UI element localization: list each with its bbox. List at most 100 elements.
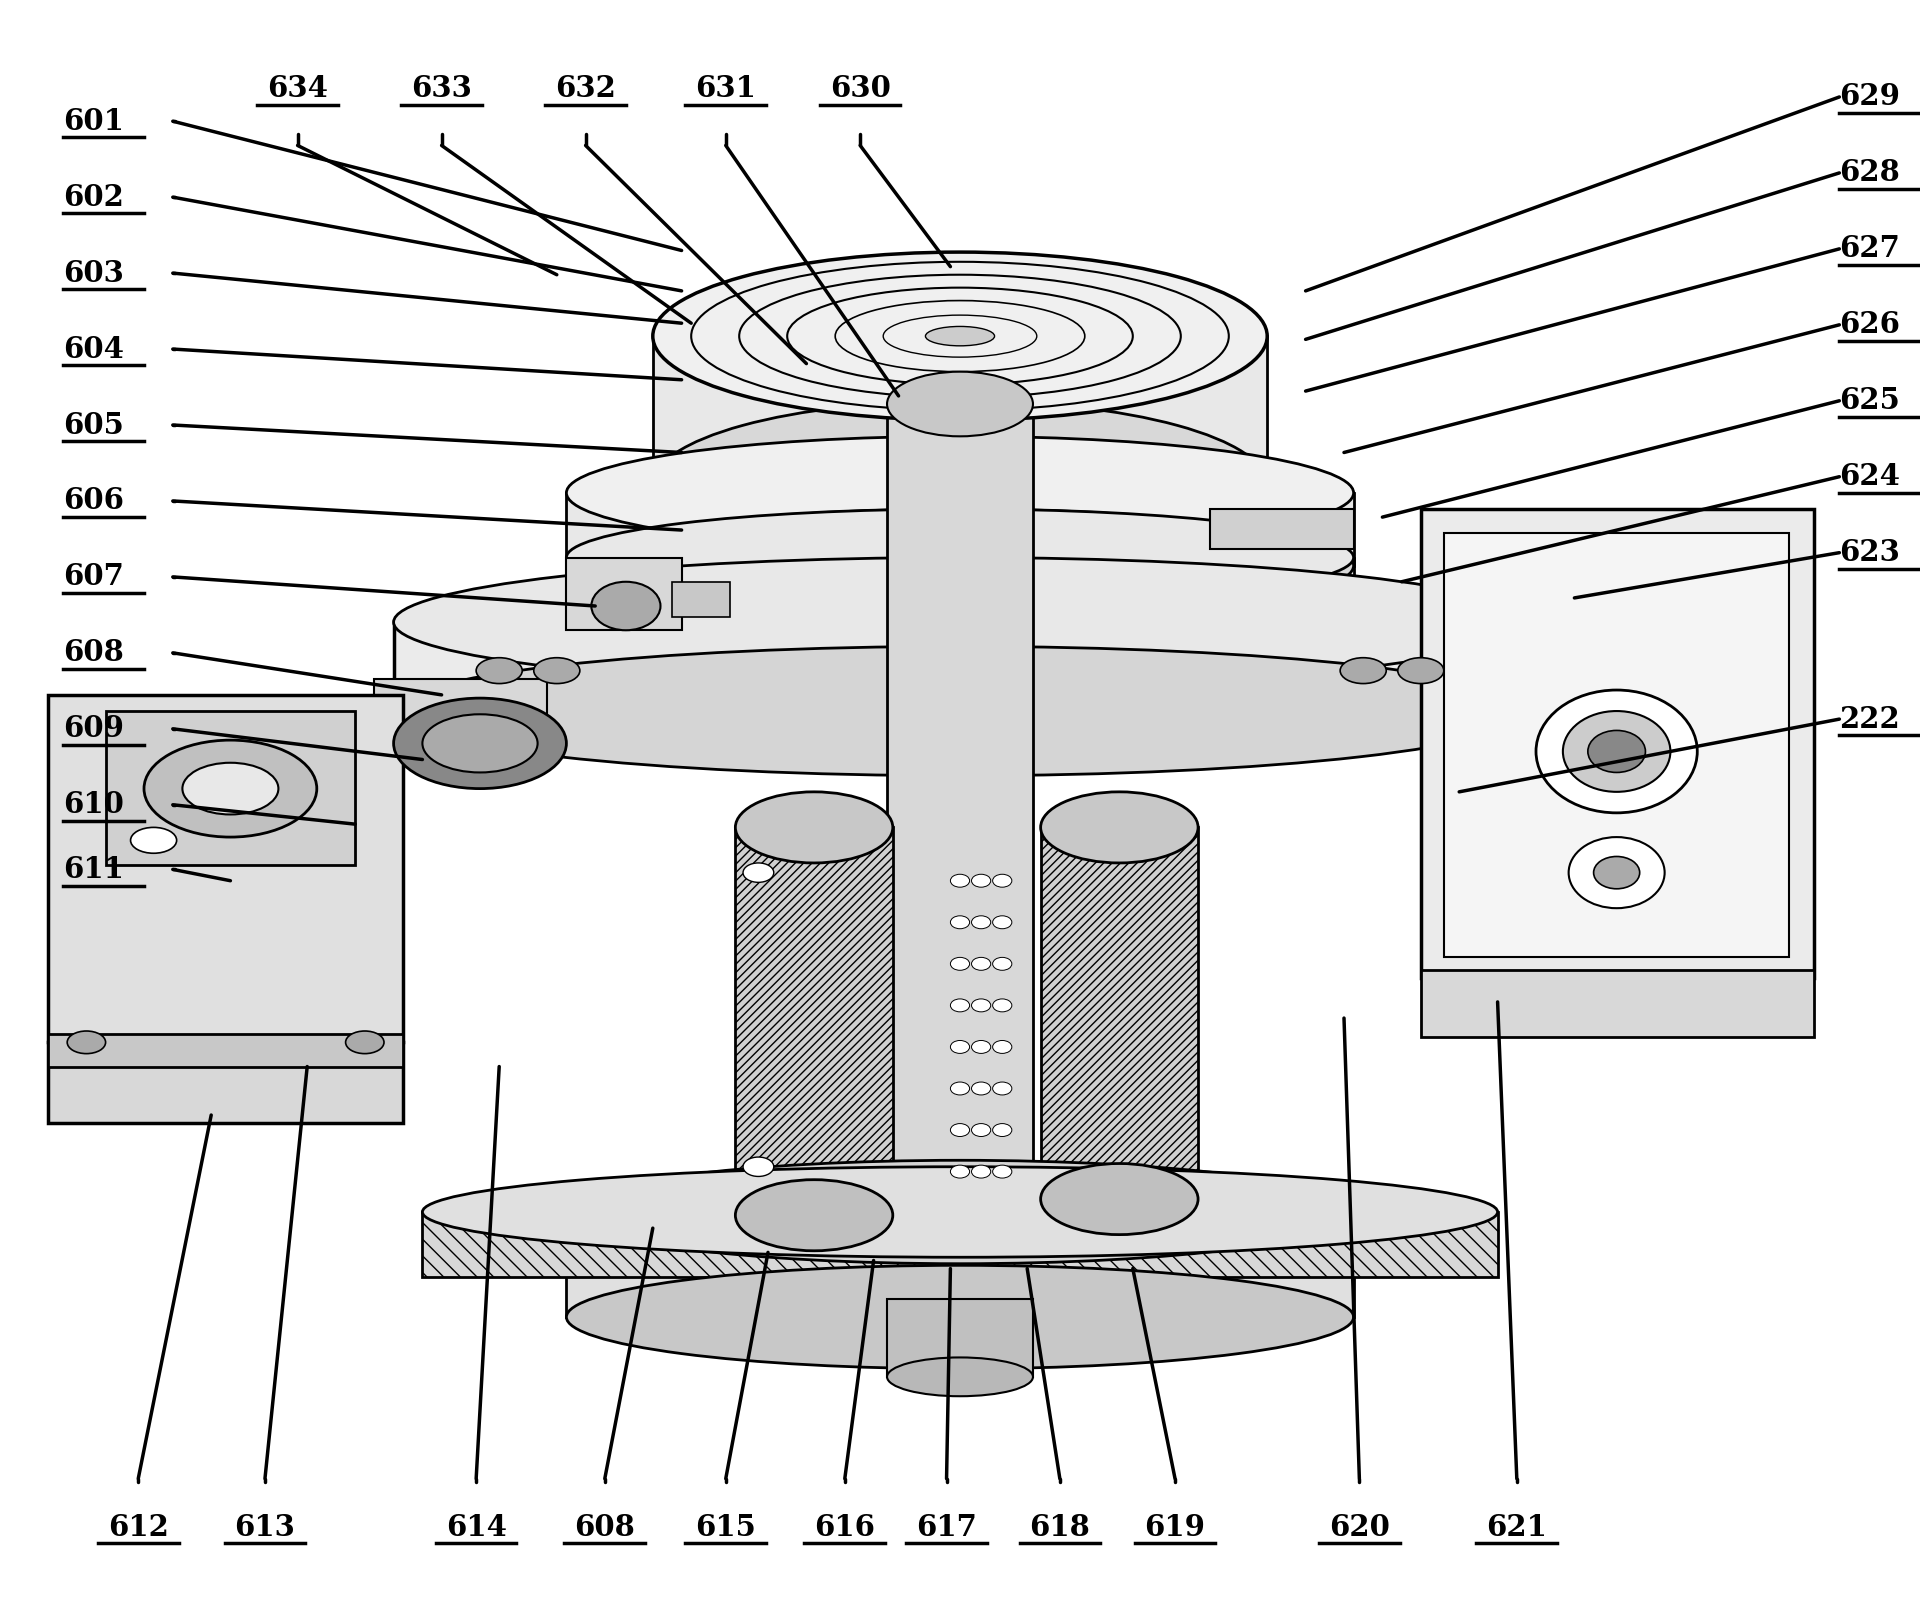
Bar — [887, 404, 1033, 1309]
Text: 619: 619 — [1144, 1513, 1206, 1542]
Ellipse shape — [743, 1157, 774, 1176]
Ellipse shape — [993, 999, 1012, 1012]
Ellipse shape — [534, 658, 580, 684]
Ellipse shape — [950, 999, 970, 1012]
Text: 608: 608 — [574, 1513, 636, 1542]
Text: 615: 615 — [695, 1513, 756, 1542]
Ellipse shape — [566, 436, 1354, 549]
Ellipse shape — [993, 1083, 1012, 1096]
Text: 633: 633 — [411, 74, 472, 103]
Ellipse shape — [993, 957, 1012, 970]
Text: 628: 628 — [1839, 158, 1901, 187]
Ellipse shape — [972, 957, 991, 970]
Text: 630: 630 — [829, 74, 891, 103]
Ellipse shape — [887, 372, 1033, 436]
Ellipse shape — [131, 827, 177, 853]
Bar — [48, 1034, 403, 1067]
Text: 613: 613 — [234, 1513, 296, 1542]
Ellipse shape — [993, 916, 1012, 929]
Ellipse shape — [653, 401, 1267, 569]
Ellipse shape — [993, 1165, 1012, 1178]
Ellipse shape — [394, 646, 1526, 776]
Text: 629: 629 — [1839, 82, 1901, 112]
Text: 612: 612 — [108, 1513, 169, 1542]
Bar — [48, 695, 403, 1042]
Text: 602: 602 — [63, 183, 125, 212]
Ellipse shape — [566, 574, 1354, 671]
Ellipse shape — [925, 326, 995, 346]
Bar — [1210, 509, 1354, 549]
Ellipse shape — [1536, 690, 1697, 813]
Text: 621: 621 — [1486, 1513, 1548, 1542]
Ellipse shape — [566, 509, 1354, 606]
Text: 632: 632 — [555, 74, 616, 103]
Ellipse shape — [67, 1031, 106, 1054]
Text: 608: 608 — [63, 638, 125, 667]
Text: 606: 606 — [63, 486, 125, 516]
Ellipse shape — [993, 1123, 1012, 1136]
Bar — [887, 1299, 1033, 1377]
Ellipse shape — [993, 874, 1012, 887]
Ellipse shape — [743, 863, 774, 882]
Bar — [422, 1212, 1498, 1277]
Text: 616: 616 — [814, 1513, 876, 1542]
Text: 625: 625 — [1839, 386, 1901, 415]
Bar — [48, 1042, 403, 1123]
Ellipse shape — [950, 874, 970, 887]
Bar — [1444, 533, 1789, 957]
Ellipse shape — [972, 1165, 991, 1178]
Bar — [1421, 970, 1814, 1037]
Ellipse shape — [1398, 658, 1444, 684]
Ellipse shape — [972, 1041, 991, 1054]
Ellipse shape — [394, 558, 1526, 687]
Ellipse shape — [1041, 792, 1198, 863]
Text: 617: 617 — [916, 1513, 977, 1542]
Ellipse shape — [972, 916, 991, 929]
Ellipse shape — [735, 1180, 893, 1251]
Ellipse shape — [887, 1357, 1033, 1396]
Ellipse shape — [735, 792, 893, 863]
Text: 614: 614 — [445, 1513, 507, 1542]
Ellipse shape — [972, 999, 991, 1012]
Ellipse shape — [476, 658, 522, 684]
Text: 601: 601 — [63, 107, 125, 136]
Ellipse shape — [1340, 658, 1386, 684]
Bar — [394, 622, 1526, 711]
Bar — [374, 679, 547, 727]
Text: 610: 610 — [63, 790, 125, 819]
Ellipse shape — [144, 740, 317, 837]
Ellipse shape — [422, 1167, 1498, 1257]
Text: 620: 620 — [1329, 1513, 1390, 1542]
Ellipse shape — [1563, 711, 1670, 792]
Bar — [566, 1212, 1354, 1317]
Ellipse shape — [972, 1083, 991, 1096]
Ellipse shape — [993, 1041, 1012, 1054]
Ellipse shape — [972, 874, 991, 887]
Ellipse shape — [394, 698, 566, 789]
Bar — [672, 582, 730, 617]
Ellipse shape — [653, 252, 1267, 420]
Ellipse shape — [422, 714, 538, 772]
Ellipse shape — [950, 1041, 970, 1054]
Bar — [1041, 827, 1198, 1199]
Ellipse shape — [566, 1160, 1354, 1264]
Bar — [1421, 509, 1814, 978]
Ellipse shape — [566, 509, 1354, 622]
Ellipse shape — [950, 957, 970, 970]
Text: 623: 623 — [1839, 538, 1901, 567]
Ellipse shape — [1041, 1164, 1198, 1235]
Text: 609: 609 — [63, 714, 125, 743]
Ellipse shape — [950, 1165, 970, 1178]
Bar — [566, 558, 1354, 622]
Text: 618: 618 — [1029, 1513, 1091, 1542]
Text: 607: 607 — [63, 562, 125, 591]
Text: 634: 634 — [267, 74, 328, 103]
Ellipse shape — [950, 1123, 970, 1136]
Ellipse shape — [950, 916, 970, 929]
Text: 605: 605 — [63, 410, 125, 440]
Ellipse shape — [1594, 856, 1640, 889]
Text: 624: 624 — [1839, 462, 1901, 491]
Text: 222: 222 — [1839, 705, 1901, 734]
Ellipse shape — [346, 1031, 384, 1054]
Bar — [566, 558, 682, 630]
